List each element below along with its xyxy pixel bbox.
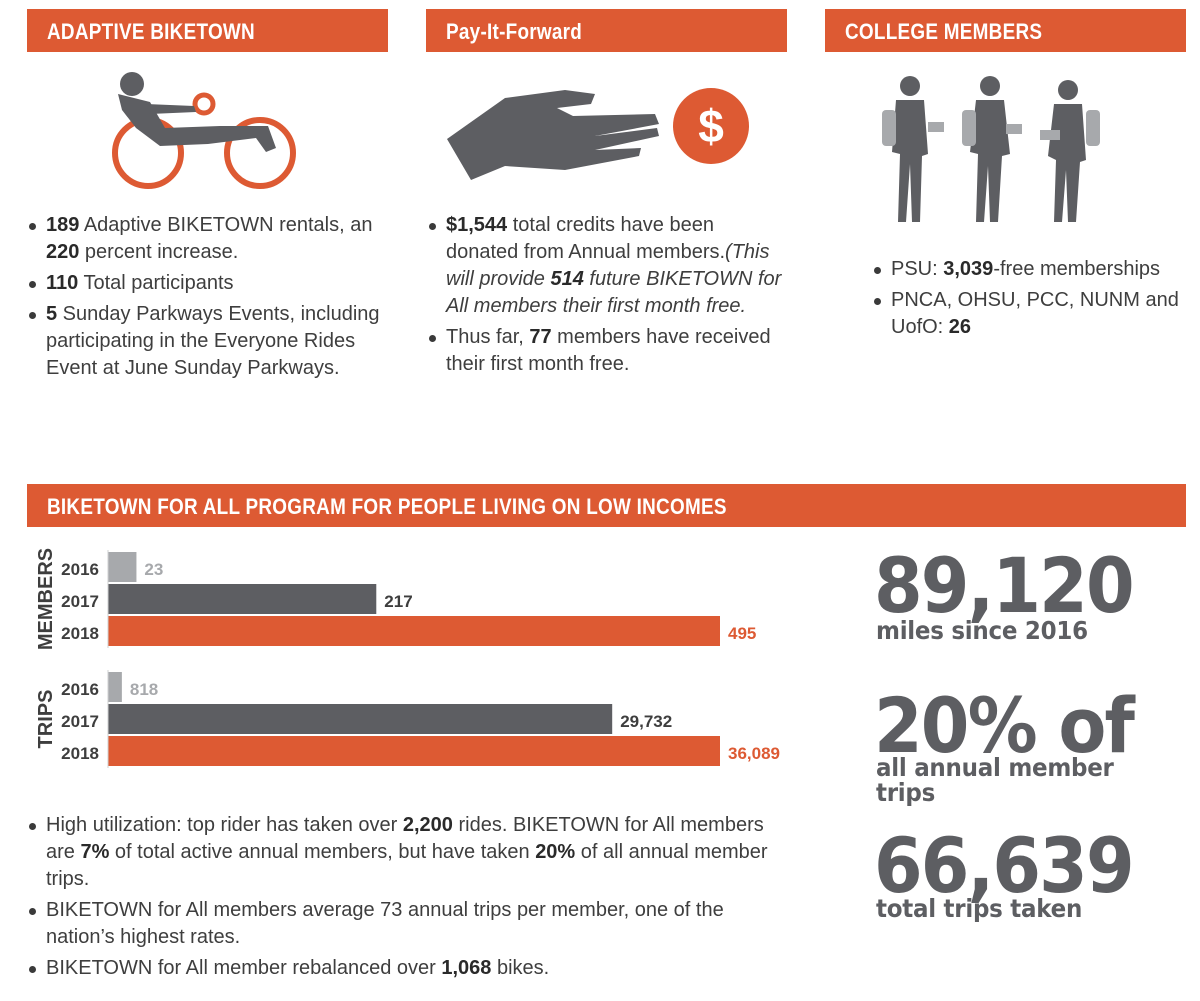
biketown-for-all-header: BIKETOWN FOR ALL PROGRAM FOR PEOPLE LIVI…	[27, 484, 1186, 527]
stat-trips-value: 66,639	[874, 821, 1135, 910]
handcycle-icon	[112, 72, 296, 189]
stat-miles-value: 89,120	[874, 541, 1135, 630]
bar-members-2017	[108, 584, 377, 614]
bar-members-2018	[108, 616, 720, 646]
pay-it-forward-bullets: $1,544 total credits have been donated f…	[427, 212, 782, 382]
pay-it-forward-header: Pay-It-Forward	[426, 9, 787, 52]
list-item: 189 Adaptive BIKETOWN rentals, an 220 pe…	[27, 212, 382, 266]
list-item: 110 Total participants	[27, 270, 382, 297]
svg-text:$: $	[698, 100, 724, 152]
category-label: 2016	[61, 680, 99, 699]
college-bullets: PSU: 3,039-free memberships PNCA, OHSU, …	[872, 256, 1192, 345]
value-label: 36,089	[728, 744, 780, 763]
list-item: $1,544 total credits have been donated f…	[427, 212, 782, 320]
bar-members-2016	[108, 552, 137, 582]
value-label: 495	[728, 624, 756, 643]
students-icon	[882, 76, 1100, 222]
value-label: 818	[130, 680, 158, 699]
college-members-header: COLLEGE MEMBERS	[825, 9, 1186, 52]
members-chart: MEMBERS 2016 23 2017 217 2018 495	[35, 548, 756, 650]
stat-share-label: all annual member trips	[876, 753, 1114, 807]
biketown-for-all-title: BIKETOWN FOR ALL PROGRAM FOR PEOPLE LIVI…	[47, 494, 727, 519]
group-label: MEMBERS	[35, 548, 57, 650]
value-label: 217	[384, 592, 412, 611]
value-label: 29,732	[620, 712, 672, 731]
group-label: TRIPS	[35, 690, 57, 749]
bar-trips-2018	[108, 736, 720, 766]
list-item: 5 Sunday Parkways Events, including part…	[27, 301, 382, 382]
bar-trips-2017	[108, 704, 613, 734]
category-label: 2017	[61, 592, 99, 611]
category-label: 2016	[61, 560, 99, 579]
stat-share-value: 20% of	[874, 681, 1135, 770]
college-members-title: COLLEGE MEMBERS	[845, 19, 1043, 44]
category-label: 2018	[61, 744, 99, 763]
list-item: BIKETOWN for All members average 73 annu…	[27, 897, 797, 951]
adaptive-bullets: 189 Adaptive BIKETOWN rentals, an 220 pe…	[27, 212, 382, 386]
value-label: 23	[144, 560, 163, 579]
list-item: PSU: 3,039-free memberships	[872, 256, 1192, 283]
adaptive-biketown-title: ADAPTIVE BIKETOWN	[47, 19, 255, 44]
list-item: BIKETOWN for All member rebalanced over …	[27, 955, 797, 982]
category-label: 2017	[61, 712, 99, 731]
stat-trips-label: total trips taken	[876, 894, 1083, 923]
adaptive-biketown-header: ADAPTIVE BIKETOWN	[27, 9, 388, 52]
bar-trips-2016	[108, 672, 122, 702]
biketown-for-all-bullets: High utilization: top rider has taken ov…	[27, 812, 797, 986]
hand-dollar-icon: $	[447, 88, 749, 180]
pay-it-forward-title: Pay-It-Forward	[446, 19, 583, 44]
list-item: High utilization: top rider has taken ov…	[27, 812, 797, 893]
category-label: 2018	[61, 624, 99, 643]
list-item: PNCA, OHSU, PCC, NUNM and UofO: 26	[872, 287, 1192, 341]
stat-miles-label: miles since 2016	[876, 616, 1088, 645]
list-item: Thus far, 77 members have received their…	[427, 324, 782, 378]
